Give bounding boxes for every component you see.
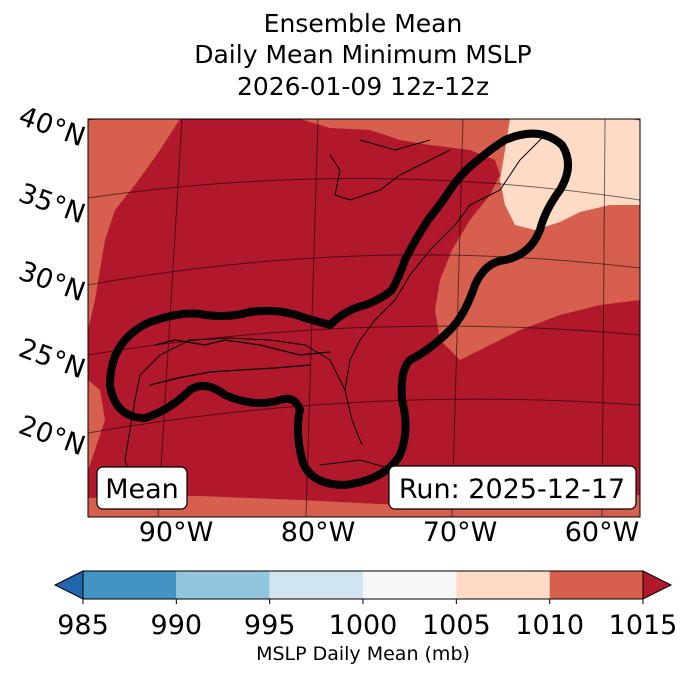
colorbar-tick-label-995: 995	[244, 610, 296, 641]
chart-title-line-3: 2026-01-09 12z-12z	[237, 72, 489, 101]
colorbar-bin-1005-1010	[456, 571, 550, 599]
run-annotation-box	[388, 465, 637, 510]
mean-annotation: Mean	[96, 466, 188, 510]
chart-title-line-1: Ensemble Mean	[264, 9, 463, 38]
region-1010-1015-upper-left	[88, 119, 180, 330]
run-annotation-text: Run: 2025-12-17	[399, 474, 625, 505]
coastline-great-lakes	[329, 139, 451, 201]
lon-label-60w: 60°W	[565, 517, 640, 548]
lat-label-40n: 40°N	[15, 101, 90, 153]
colorbar-tick-label-1015: 1015	[609, 610, 678, 641]
colorbar-bin-1010-1015	[549, 571, 643, 599]
parallel-30n	[88, 254, 640, 286]
colorbar: 985 990 995 1000 1005 1010 1015	[53, 570, 678, 641]
chart-title-line-2: Daily Mean Minimum MSLP	[194, 40, 532, 69]
colorbar-tick-label-1005: 1005	[422, 610, 491, 641]
meridian-60w	[601, 119, 606, 517]
colorbar-tick-label-1000: 1000	[329, 610, 398, 641]
lat-label-25n: 25°N	[15, 333, 90, 385]
run-annotation: Run: 2025-12-17	[388, 465, 637, 510]
lat-label-20n: 20°N	[15, 410, 90, 462]
colorbar-bin-985-990	[83, 571, 177, 599]
map-panel	[88, 119, 640, 517]
low-pressure-track-inner	[149, 339, 331, 386]
low-pressure-track-contour	[106, 129, 572, 489]
lon-label-90w: 90°W	[139, 517, 214, 548]
colorbar-under-arrow	[53, 570, 84, 600]
colorbar-label: MSLP Daily Mean (mb)	[256, 643, 470, 665]
map-frame	[87, 118, 641, 518]
colorbar-over-arrow	[642, 570, 673, 600]
coastline-east	[344, 134, 546, 446]
coastline-gulf	[124, 337, 346, 506]
colorbar-bin-1000-1005	[363, 571, 457, 599]
colorbar-bin-995-1000	[269, 571, 363, 599]
parallel-20n	[88, 398, 640, 434]
parallel-40n	[88, 119, 640, 121]
region-1010-1015-lower-left	[88, 380, 105, 470]
lat-label-35n: 35°N	[15, 178, 90, 230]
lon-label-70w: 70°W	[423, 517, 498, 548]
colorbar-tick-label-1010: 1010	[515, 610, 584, 641]
colorbar-tick-label-990: 990	[151, 610, 203, 641]
mean-annotation-box	[96, 466, 188, 510]
colorbar-tick-label-985: 985	[57, 610, 109, 641]
parallel-25n	[88, 325, 640, 356]
region-1010-1015-bottom	[88, 495, 640, 517]
mean-annotation-text: Mean	[105, 474, 179, 505]
lon-label-80w: 80°W	[281, 517, 356, 548]
colorbar-bin-990-995	[176, 571, 270, 599]
lat-label-30n: 30°N	[15, 256, 90, 308]
